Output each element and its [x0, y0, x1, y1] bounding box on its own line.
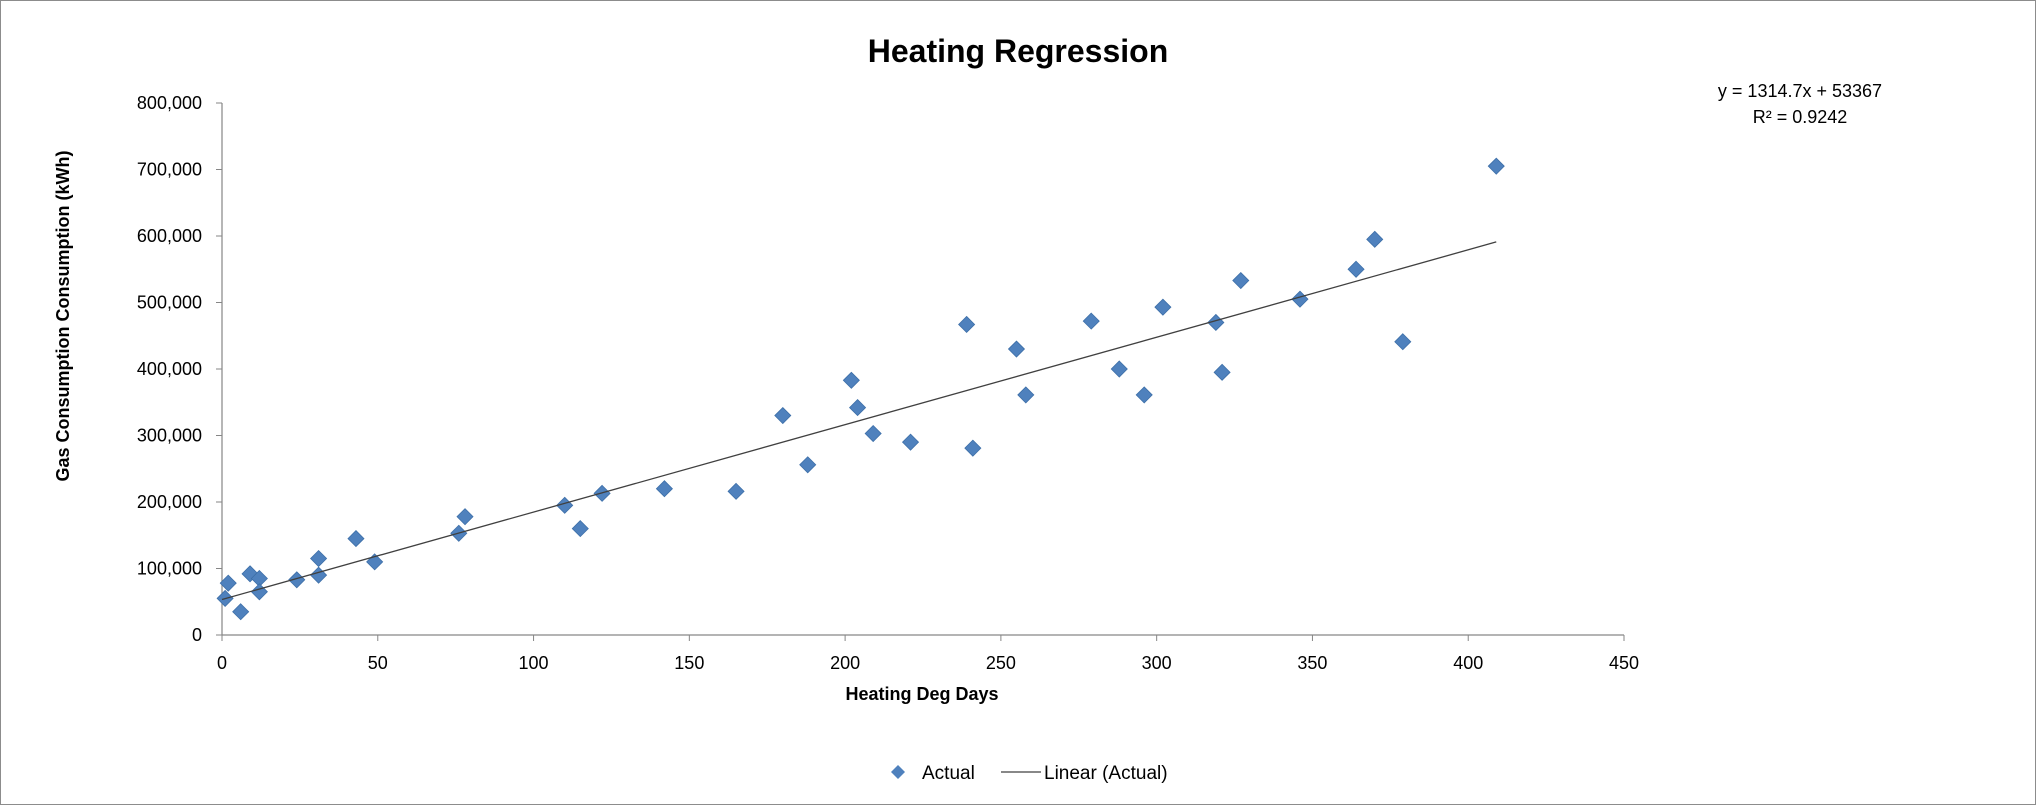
x-tick-label: 300	[1142, 653, 1172, 673]
data-point	[556, 496, 574, 514]
data-point	[1135, 386, 1153, 404]
data-point	[1017, 386, 1035, 404]
y-tick-label: 600,000	[137, 226, 202, 246]
data-point	[1213, 363, 1231, 381]
y-tick-label: 500,000	[137, 293, 202, 313]
trendline-r-squared: R² = 0.9242	[1753, 107, 1848, 127]
data-point	[1154, 298, 1172, 316]
data-point	[456, 508, 474, 526]
data-point	[727, 482, 745, 500]
y-tick-label: 0	[192, 625, 202, 645]
data-point	[571, 520, 589, 538]
y-tick-label: 400,000	[137, 359, 202, 379]
y-tick-label: 700,000	[137, 160, 202, 180]
data-point	[1007, 340, 1026, 358]
x-tick-label: 0	[217, 653, 227, 673]
data-point	[1232, 271, 1250, 290]
x-tick-label: 100	[519, 653, 549, 673]
trendline-equation: y = 1314.7x + 53367	[1718, 81, 1882, 101]
x-axis-ticks: 0 50 100 150 200 250 300 350 400 450	[217, 635, 1639, 673]
data-point	[1366, 230, 1384, 248]
data-point	[901, 433, 920, 451]
legend-marker-actual	[891, 765, 905, 779]
data-point	[1487, 157, 1505, 175]
legend-label-trendline: Linear (Actual)	[1044, 763, 1168, 784]
data-point	[250, 583, 268, 601]
data-point	[1291, 290, 1309, 308]
data-point	[1082, 312, 1100, 330]
y-axis-ticks: 0 100,000 200,000 300,000 400,000 500,000 600,…	[137, 93, 222, 645]
data-point	[347, 530, 365, 548]
data-point	[964, 439, 982, 457]
x-tick-label: 50	[368, 653, 388, 673]
data-point	[1347, 260, 1365, 278]
legend-label-actual: Actual	[922, 763, 975, 784]
x-tick-label: 350	[1297, 653, 1327, 673]
data-point	[1394, 333, 1412, 351]
x-tick-label: 400	[1453, 653, 1483, 673]
data-points	[216, 157, 1505, 621]
y-tick-label: 300,000	[137, 426, 202, 446]
x-tick-label: 450	[1609, 653, 1639, 673]
y-tick-label: 800,000	[137, 93, 202, 113]
x-axis-title: Heating Deg Days	[845, 684, 998, 704]
data-point	[864, 424, 882, 443]
y-axis-title: Gas Consumption Consumption (kWh)	[53, 151, 73, 482]
data-point	[655, 480, 673, 498]
data-point	[241, 565, 259, 583]
data-point	[310, 549, 328, 568]
data-point	[1110, 360, 1128, 378]
data-point	[219, 574, 237, 592]
x-tick-label: 200	[830, 653, 860, 673]
data-point	[232, 603, 250, 621]
trendline	[221, 241, 1497, 601]
chart-title: Heating Regression	[868, 33, 1169, 69]
data-point	[310, 566, 328, 584]
y-tick-label: 200,000	[137, 492, 202, 512]
y-tick-label: 100,000	[137, 559, 202, 579]
x-tick-label: 250	[986, 653, 1016, 673]
data-point	[774, 406, 792, 425]
data-point	[849, 399, 867, 417]
legend: Actual Linear (Actual)	[891, 763, 1168, 784]
data-point	[842, 371, 860, 389]
data-point	[799, 456, 817, 474]
x-tick-label: 150	[674, 653, 704, 673]
data-point	[958, 315, 976, 334]
